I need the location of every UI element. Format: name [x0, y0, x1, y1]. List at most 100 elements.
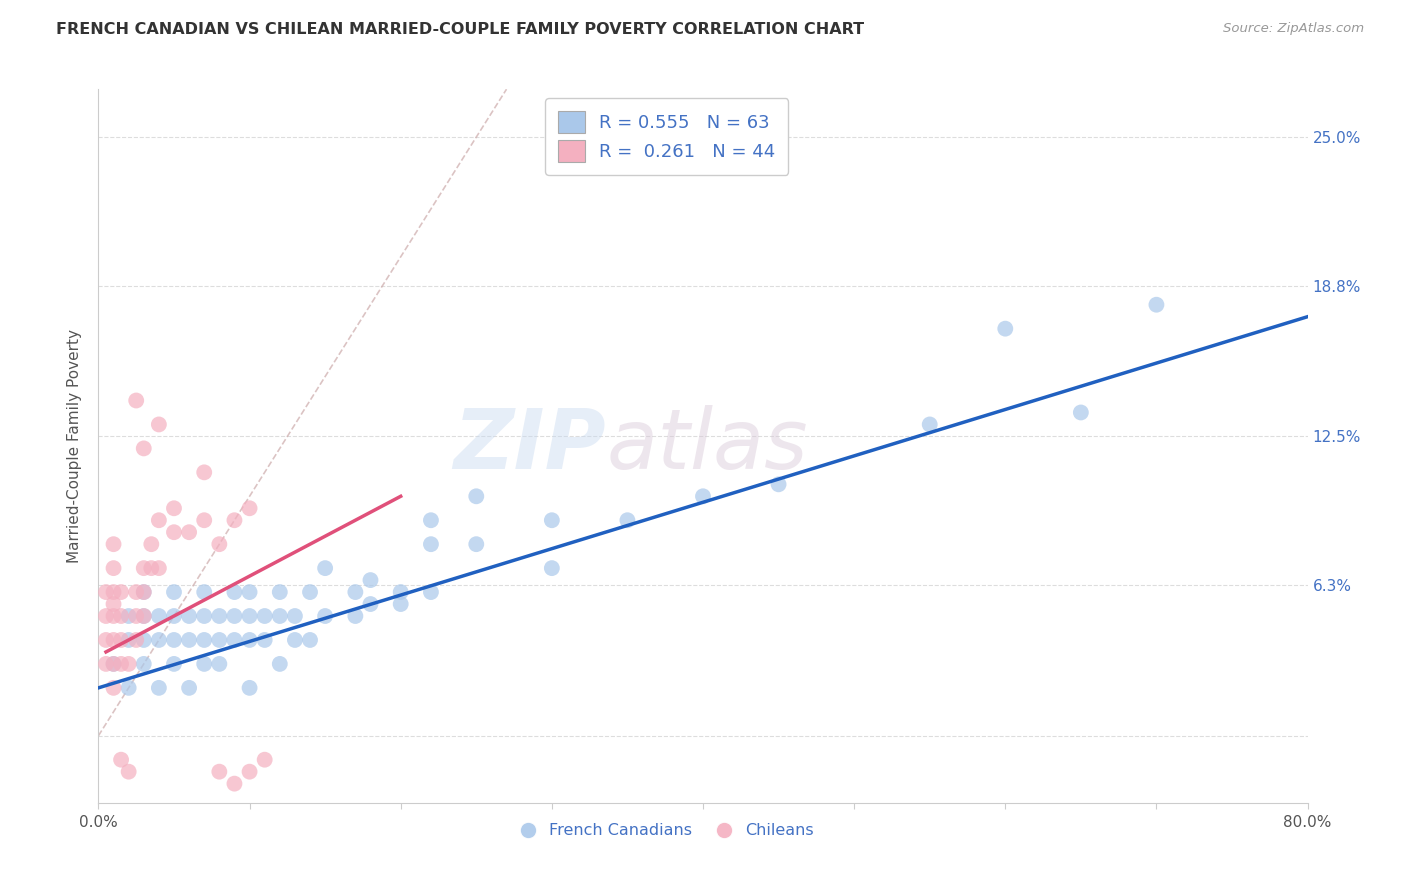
Point — [110, 585, 132, 599]
Point — [125, 632, 148, 647]
Point — [239, 681, 262, 695]
Point — [208, 537, 231, 551]
Point — [110, 632, 132, 647]
Point — [465, 489, 488, 503]
Point — [148, 513, 170, 527]
Point — [163, 657, 186, 671]
Point — [118, 609, 141, 624]
Point — [163, 525, 186, 540]
Point — [148, 632, 170, 647]
Point — [360, 573, 382, 587]
Point — [132, 609, 155, 624]
Legend: French Canadians, Chileans: French Canadians, Chileans — [513, 817, 820, 845]
Point — [253, 753, 276, 767]
Text: atlas: atlas — [606, 406, 808, 486]
Point — [94, 632, 117, 647]
Point — [299, 585, 322, 599]
Point — [163, 501, 186, 516]
Point — [103, 561, 125, 575]
Point — [193, 609, 215, 624]
Point — [103, 632, 125, 647]
Point — [118, 657, 141, 671]
Point — [314, 609, 336, 624]
Point — [193, 632, 215, 647]
Point — [179, 681, 201, 695]
Point — [269, 657, 291, 671]
Point — [224, 632, 246, 647]
Point — [103, 597, 125, 611]
Point — [269, 585, 291, 599]
Point — [994, 321, 1017, 335]
Point — [299, 632, 322, 647]
Point — [616, 513, 638, 527]
Point — [125, 393, 148, 408]
Point — [103, 657, 125, 671]
Point — [239, 609, 262, 624]
Point — [103, 609, 125, 624]
Point — [132, 561, 155, 575]
Point — [253, 632, 276, 647]
Point — [253, 609, 276, 624]
Point — [344, 609, 367, 624]
Point — [284, 632, 307, 647]
Point — [768, 477, 790, 491]
Point — [239, 585, 262, 599]
Text: FRENCH CANADIAN VS CHILEAN MARRIED-COUPLE FAMILY POVERTY CORRELATION CHART: FRENCH CANADIAN VS CHILEAN MARRIED-COUPL… — [56, 22, 865, 37]
Point — [465, 537, 488, 551]
Point — [239, 501, 262, 516]
Point — [103, 681, 125, 695]
Point — [141, 561, 163, 575]
Point — [540, 561, 562, 575]
Point — [918, 417, 941, 432]
Point — [420, 513, 443, 527]
Point — [103, 537, 125, 551]
Point — [103, 585, 125, 599]
Point — [193, 585, 215, 599]
Point — [224, 609, 246, 624]
Point — [132, 657, 155, 671]
Point — [163, 585, 186, 599]
Point — [420, 585, 443, 599]
Point — [148, 609, 170, 624]
Point — [239, 764, 262, 779]
Point — [193, 657, 215, 671]
Point — [118, 764, 141, 779]
Point — [224, 585, 246, 599]
Point — [420, 537, 443, 551]
Point — [208, 657, 231, 671]
Point — [224, 513, 246, 527]
Point — [132, 585, 155, 599]
Point — [110, 753, 132, 767]
Point — [193, 466, 215, 480]
Point — [148, 561, 170, 575]
Point — [118, 681, 141, 695]
Point — [224, 777, 246, 791]
Point — [132, 632, 155, 647]
Point — [692, 489, 714, 503]
Point — [163, 609, 186, 624]
Point — [389, 597, 412, 611]
Point — [103, 657, 125, 671]
Text: ZIP: ZIP — [454, 406, 606, 486]
Point — [1144, 298, 1167, 312]
Point — [208, 609, 231, 624]
Point — [132, 442, 155, 456]
Point — [141, 537, 163, 551]
Point — [94, 657, 117, 671]
Point — [284, 609, 307, 624]
Point — [132, 585, 155, 599]
Point — [179, 609, 201, 624]
Point — [148, 681, 170, 695]
Point — [360, 597, 382, 611]
Point — [132, 609, 155, 624]
Y-axis label: Married-Couple Family Poverty: Married-Couple Family Poverty — [67, 329, 83, 563]
Point — [110, 609, 132, 624]
Point — [163, 632, 186, 647]
Point — [1070, 405, 1092, 419]
Point — [540, 513, 562, 527]
Point — [110, 657, 132, 671]
Point — [179, 632, 201, 647]
Point — [94, 585, 117, 599]
Point — [208, 632, 231, 647]
Point — [179, 525, 201, 540]
